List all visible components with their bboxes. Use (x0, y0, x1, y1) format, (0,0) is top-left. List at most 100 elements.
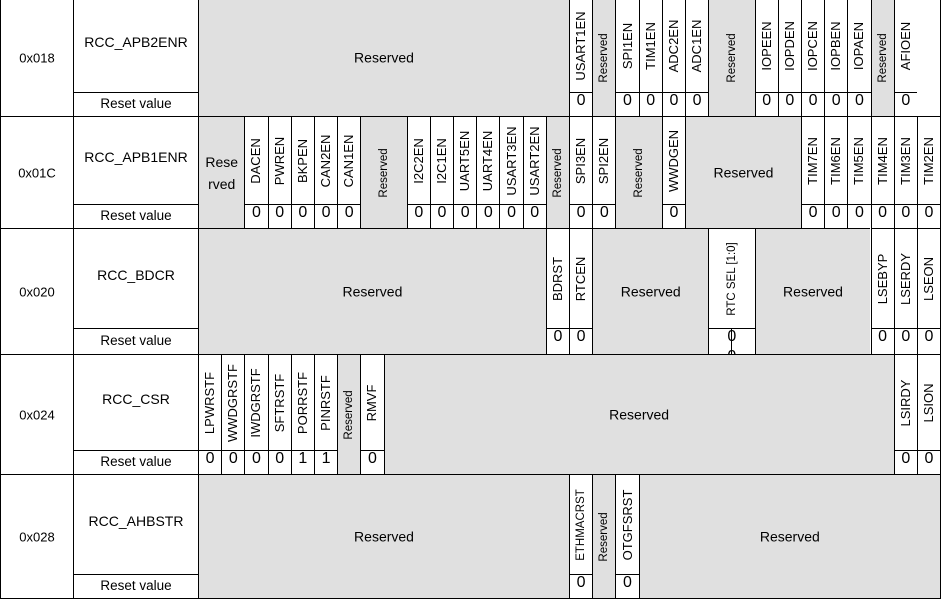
reserved-field: Reserved (545, 116, 570, 228)
register-name: RCC_BDCR (97, 267, 175, 283)
reset-value: 0 (252, 450, 261, 467)
bit-field: SFTRSTF (267, 354, 291, 450)
bit-field: PWREN (267, 116, 291, 204)
bit-field: RTCEN (569, 228, 593, 328)
bit-field-label: SPI3EN (573, 137, 589, 184)
bit-field: WWDGRSTF (221, 354, 245, 450)
bit-field: TIM3EN (893, 116, 917, 204)
reset-value-label-cell: Reset value (73, 574, 198, 598)
reserved-field-label: Reserved (876, 32, 889, 83)
bit-field: TIM4EN (870, 116, 894, 204)
reserved-field: Reserved (337, 354, 361, 474)
reset-value: 0 (298, 204, 308, 221)
reset-value: 0 (831, 92, 841, 109)
bit-field-label: IOPDEN (781, 20, 797, 71)
bit-field: RMVF (360, 354, 384, 450)
reset-value: 0 (808, 204, 818, 221)
bit-field: UART5EN (453, 116, 477, 204)
bit-field-reset-value: 0 (916, 328, 941, 354)
register-offset: 0x01C (18, 165, 56, 180)
bit-field: TIM5EN (847, 116, 871, 204)
bit-field-label: RTCEN (573, 256, 589, 301)
bit-field-label: USART3EN (503, 125, 519, 196)
reset-value-label: Reset value (100, 333, 172, 348)
reset-value: 0 (599, 204, 609, 221)
bit-field-label: ETHMACRST (575, 488, 588, 561)
reserved-field-label: Reserved (343, 389, 356, 440)
bit-field-reset-value: 0 (244, 450, 268, 474)
bit-field: WWDGEN (661, 116, 685, 204)
bit-field-label: AFIOEN (897, 21, 913, 70)
reserved-field-label: Reserved (354, 528, 414, 544)
reset-value: 0 (414, 204, 424, 221)
reset-value: 0 (344, 204, 354, 221)
reset-value: 0 (692, 92, 702, 109)
bit-field: LSIRDY (893, 354, 917, 450)
bit-field-reset-value: 0 (360, 450, 384, 474)
bit-field-reset-value: 0 (916, 450, 941, 474)
reset-value-label: Reset value (100, 578, 172, 593)
bit-field-label: PINRSTF (318, 374, 334, 431)
bit-field: CAN2EN (313, 116, 338, 204)
reserved-field: Reserved (708, 0, 755, 116)
reset-value: 0 (228, 450, 238, 467)
bit-field: USART3EN (499, 116, 523, 204)
bit-field: PORRSTF (290, 354, 314, 450)
bit-field: USART1EN (569, 0, 592, 92)
bit-field-label: LSEBYP (874, 253, 890, 304)
bit-field-label: TIM2EN (920, 136, 936, 185)
bit-field-label: TIM1EN (642, 21, 658, 70)
reset-value: 0 (669, 204, 679, 221)
bit-field-label: TIM6EN (828, 136, 844, 185)
bit-field-label: PWREN (271, 136, 287, 185)
bit-field-label: SPI1EN (619, 22, 635, 69)
register-offset-cell: 0x01C (0, 116, 73, 228)
reset-value-label: Reset value (100, 96, 172, 111)
bit-field: TIM7EN (800, 116, 825, 204)
reset-value: 0 (924, 450, 934, 467)
bit-field-reset-value: 0 (198, 450, 222, 474)
reset-value: 0 (646, 92, 656, 109)
bit-field-reset-value: 0 (847, 204, 871, 228)
register-name-cell: RCC_APB2ENR (73, 0, 198, 92)
reset-value: 0 (878, 328, 888, 345)
reset-value: 0 (576, 574, 586, 591)
bit-field-reset-value: 1 (313, 450, 338, 474)
reset-value: 0 (576, 204, 586, 221)
reserved-field-label: Reserved (620, 283, 681, 299)
reset-value: 0 (901, 328, 911, 345)
bit-field: LSERDY (893, 228, 917, 328)
bit-field: LSEBYP (870, 228, 894, 328)
register-offset: 0x018 (19, 50, 55, 65)
bit-field-reset-value: 0 (893, 204, 917, 228)
bit-field-reset-value: 0 (754, 92, 778, 116)
reserved-field: Reserved (754, 228, 871, 354)
reset-value: 0 (924, 204, 934, 221)
bit-field-label: USART2EN (526, 125, 542, 196)
reset-value: 0 (878, 204, 888, 221)
bit-field-reset-value: 0 (406, 204, 430, 228)
bit-field: UART4EN (476, 116, 500, 204)
reserved-field: Reserved (592, 0, 616, 116)
bit-field: IOPCEN (800, 0, 824, 92)
bit-field-label: BDRST (549, 256, 565, 301)
bit-field: SPI2EN (592, 116, 616, 204)
bit-field-label: UART4EN (480, 130, 496, 191)
bit-field-label: BKPEN (294, 138, 310, 183)
bit-field-reset-value: 0 (916, 204, 941, 228)
register-offset-cell: 0x018 (0, 0, 73, 116)
reset-value: 0 (553, 328, 563, 345)
bit-field-reset-value: 0 (800, 204, 825, 228)
bit-field-reset-value: 0 (870, 328, 894, 354)
bit-field-label: LSIRDY (897, 379, 913, 426)
bit-field-label: TIM4EN (874, 136, 890, 185)
bit-field: CAN1EN (337, 116, 361, 204)
reserved-field: Reserved (383, 354, 894, 474)
bit-divider (731, 329, 733, 354)
bit-field-reset-value: 0 (429, 204, 454, 228)
register-name: RCC_APB2ENR (84, 34, 188, 50)
reserved-field-label: Reserved (783, 283, 843, 299)
reset-value: 0 (854, 92, 864, 109)
bit-field-reset-value: 0 (661, 92, 685, 116)
bit-field: IOPAEN (847, 0, 870, 92)
